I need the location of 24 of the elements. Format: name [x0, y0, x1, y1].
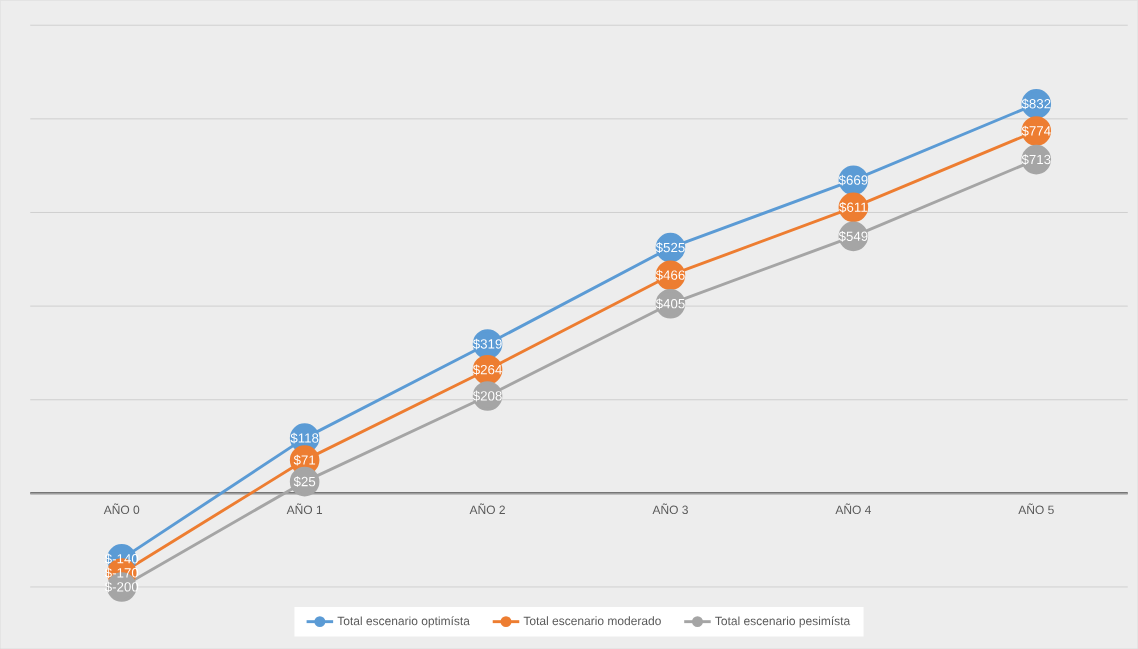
legend-label: Total escenario moderado	[523, 616, 661, 626]
data-label: $405	[655, 298, 685, 310]
x-tick-label: AÑO 0	[103, 503, 140, 514]
data-label: $71	[293, 454, 316, 466]
x-tick-label: AÑO 5	[1018, 503, 1054, 514]
data-label: $611	[839, 201, 868, 213]
data-label: $319	[472, 338, 502, 350]
x-tick-label: AÑO 1	[286, 503, 323, 514]
data-label: $208	[472, 390, 502, 402]
data-label: $525	[655, 242, 685, 253]
data-label: $25	[293, 476, 316, 487]
data-label: $549	[838, 230, 868, 242]
x-tick-label: AÑO 3	[652, 503, 688, 514]
data-label: $713	[1021, 154, 1051, 165]
data-label: $118	[290, 432, 319, 444]
x-tick-label: AÑO 4	[835, 503, 871, 514]
data-label: $466	[655, 269, 685, 281]
data-label: $264	[472, 364, 502, 376]
data-label: $669	[838, 174, 868, 186]
legend-label: Total escenario pesimísta	[715, 616, 851, 628]
data-label: $774	[1021, 125, 1051, 137]
legend-label: Total escenario optimísta	[337, 616, 470, 628]
x-tick-label: AÑO 2	[469, 503, 505, 514]
data-label: $832	[1021, 98, 1051, 110]
